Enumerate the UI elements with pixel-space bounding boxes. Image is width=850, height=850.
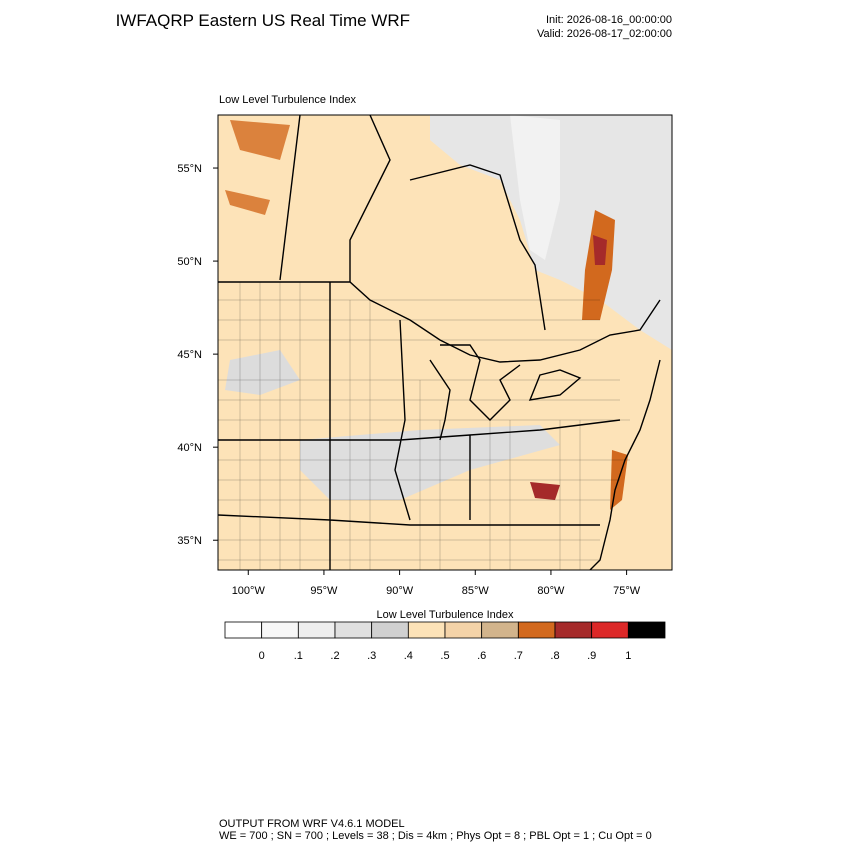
colorbar-box <box>554 621 593 639</box>
colorbar-label: .8 <box>550 650 559 662</box>
colorbar-label: .2 <box>330 650 339 662</box>
footer-line: WE = 700 ; SN = 700 ; Levels = 38 ; Dis … <box>219 830 652 842</box>
colorbar-box <box>334 621 373 639</box>
x-tick-label: 100°W <box>232 585 266 597</box>
y-tick-label: 50°N <box>177 256 202 268</box>
valid-time: Valid: 2026-08-17_02:00:00 <box>537 28 672 40</box>
map <box>218 115 672 570</box>
colorbar-box <box>444 621 483 639</box>
colorbar-title: Low Level Turbulence Index <box>377 609 514 621</box>
colorbar-box <box>591 621 629 639</box>
high-region <box>593 235 607 265</box>
colorbar-label: .9 <box>587 650 596 662</box>
colorbar-label: .4 <box>404 650 413 662</box>
colorbar-label: 1 <box>625 650 631 662</box>
map-title: Low Level Turbulence Index <box>219 94 356 106</box>
x-tick-label: 80°W <box>537 585 565 597</box>
high-region <box>530 482 560 500</box>
colorbar-label: .5 <box>440 650 449 662</box>
county-lines <box>218 282 630 570</box>
x-tick-label: 85°W <box>462 585 490 597</box>
boundaries <box>218 115 661 570</box>
map-frame <box>217 114 673 571</box>
high-region <box>230 120 290 160</box>
colorbar-label: .6 <box>477 650 486 662</box>
colorbar-label: .3 <box>367 650 376 662</box>
y-tick-label: 40°N <box>177 442 202 454</box>
colorbar-box <box>407 621 446 639</box>
gray-region <box>300 425 560 500</box>
gray-region <box>225 350 300 395</box>
init-time: Init: 2026-08-16_00:00:00 <box>546 14 672 26</box>
colorbar-box <box>297 621 336 639</box>
colorbar-box <box>261 621 299 639</box>
colorbar-box <box>371 621 409 639</box>
colorbar-label: 0 <box>259 650 265 662</box>
y-tick-label: 55°N <box>177 163 202 175</box>
colorbar-box <box>481 621 519 639</box>
colorbar-label: .7 <box>514 650 523 662</box>
y-tick-label: 45°N <box>177 349 202 361</box>
x-tick-label: 75°W <box>613 585 641 597</box>
x-tick-label: 90°W <box>386 585 414 597</box>
colorbar-box <box>517 621 556 639</box>
y-tick-label: 35°N <box>177 535 202 547</box>
light-region <box>510 115 560 260</box>
x-tick-label: 95°W <box>310 585 338 597</box>
high-region <box>225 190 270 215</box>
colorbar-box <box>224 621 263 639</box>
colorbar-label: .1 <box>294 650 303 662</box>
colorbar-box <box>627 621 666 639</box>
footer-line: OUTPUT FROM WRF V4.6.1 MODEL <box>219 818 405 830</box>
title: IWFAQRP Eastern US Real Time WRF <box>116 11 410 30</box>
